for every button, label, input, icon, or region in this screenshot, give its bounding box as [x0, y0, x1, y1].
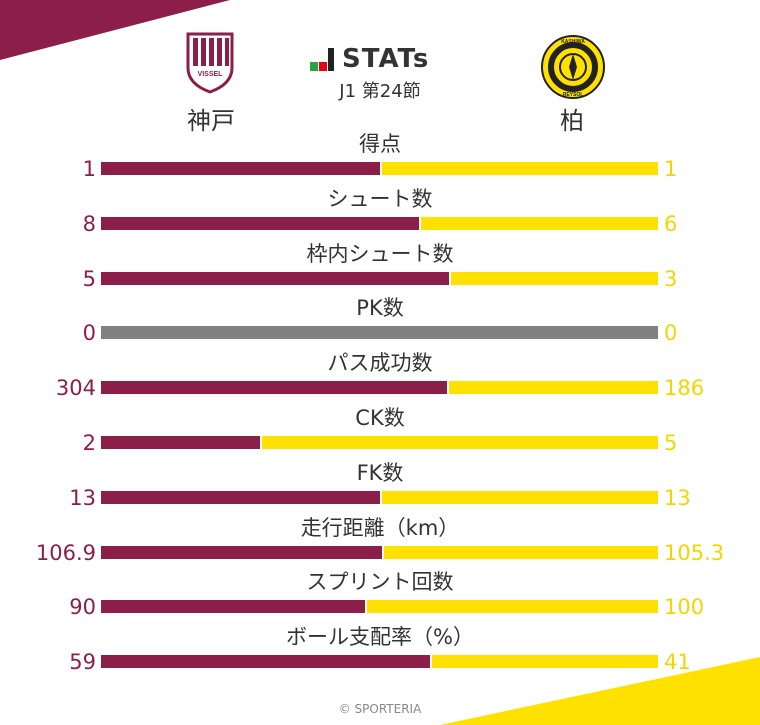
- stat-row: パス成功数 304 186: [0, 351, 760, 406]
- stat-bar: [101, 162, 658, 175]
- stat-bar: [101, 381, 658, 395]
- away-value: 0: [664, 321, 678, 346]
- stats-title: STATs: [342, 44, 430, 74]
- home-value: 90: [69, 595, 96, 620]
- stat-row: CK数 2 5: [0, 406, 760, 461]
- stat-bar: [101, 271, 658, 285]
- stat-row: シュート数 8 6: [0, 187, 760, 242]
- stat-label: 走行距離（km）: [300, 515, 460, 540]
- away-value: 5: [664, 431, 678, 455]
- stat-label: パス成功数: [327, 351, 433, 376]
- vissel-kobe-logo: VISSEL: [186, 32, 234, 94]
- away-bar-segment: [451, 271, 658, 285]
- home-value: 8: [82, 211, 96, 236]
- stat-row: PK数 0 0: [0, 296, 760, 351]
- stat-row: 走行距離（km） 106.9 105.3: [0, 516, 760, 571]
- stat-row: 得点 1 1: [0, 132, 760, 187]
- stat-label: 枠内シュート数: [306, 241, 454, 266]
- stat-bar: [101, 326, 658, 340]
- away-bar-segment: [383, 545, 658, 559]
- bar-divider: [449, 271, 452, 285]
- home-bar-segment: [101, 655, 430, 669]
- away-bar-segment: [421, 216, 658, 230]
- stat-row: 枠内シュート数 5 3: [0, 242, 760, 297]
- svg-text:KASHIWA: KASHIWA: [561, 39, 585, 45]
- away-value: 6: [664, 211, 678, 236]
- away-value: 1: [664, 157, 678, 181]
- header: VISSEL STATs J1 第24節 KASHIWA REYSOL 神戸 柏: [0, 0, 760, 140]
- bar-divider: [429, 655, 432, 669]
- home-value: 5: [82, 266, 96, 291]
- home-bar-segment: [101, 545, 382, 559]
- stat-row: FK数 13 13: [0, 461, 760, 516]
- bar-divider: [260, 436, 263, 449]
- corner-decoration: [440, 657, 760, 725]
- bar-divider: [379, 490, 382, 504]
- home-value: 13: [69, 485, 96, 510]
- stat-label: PK数: [356, 296, 404, 321]
- home-bar-segment: [101, 381, 447, 395]
- stat-label: FK数: [356, 460, 404, 485]
- stat-bar: [101, 436, 658, 449]
- home-value: 0: [82, 321, 96, 346]
- copyright: © SPORTERIA: [338, 702, 422, 716]
- away-value: 3: [664, 266, 678, 291]
- svg-text:VISSEL: VISSEL: [198, 71, 224, 78]
- bar-divider: [419, 216, 422, 230]
- away-bar-segment: [262, 436, 658, 449]
- stat-row: ボール支配率（%） 59 41: [0, 625, 760, 680]
- j-league-icon: [310, 48, 334, 71]
- stat-row: スプリント回数 90 100: [0, 570, 760, 625]
- match-round: J1 第24節: [339, 81, 421, 102]
- home-bar-segment: [101, 436, 261, 449]
- home-bar-segment: [101, 162, 380, 175]
- home-value: 304: [55, 376, 96, 401]
- away-value: 186: [664, 376, 705, 401]
- home-value: 2: [82, 431, 96, 455]
- stat-bar: [101, 216, 658, 230]
- home-value: 106.9: [35, 540, 96, 565]
- stat-label: スプリント回数: [306, 570, 454, 595]
- away-bar-segment: [381, 490, 658, 504]
- away-bar-segment: [366, 600, 658, 614]
- away-bar-segment: [431, 655, 658, 669]
- away-bar-segment: [448, 381, 658, 395]
- away-value: 100: [664, 595, 705, 620]
- home-value: 1: [82, 157, 96, 181]
- home-bar-segment: [101, 600, 365, 614]
- stat-label: 得点: [359, 132, 401, 156]
- bar-divider: [446, 381, 449, 395]
- stat-bar: [101, 655, 658, 669]
- bar-divider: [364, 600, 367, 614]
- away-team-name: 柏: [560, 107, 584, 135]
- away-bar-segment: [381, 162, 658, 175]
- home-team-name: 神戸: [187, 107, 235, 135]
- bar-divider: [379, 162, 382, 175]
- away-value: 41: [664, 650, 691, 675]
- home-bar-segment: [101, 490, 380, 504]
- corner-decoration: [0, 0, 230, 60]
- stat-bar: [101, 490, 658, 504]
- stat-label: ボール支配率（%）: [286, 625, 474, 650]
- stat-label: CK数: [355, 406, 405, 430]
- svg-text:REYSOL: REYSOL: [563, 92, 584, 98]
- stats-brand: STATs: [300, 44, 460, 74]
- away-value: 105.3: [664, 540, 725, 565]
- bar-divider: [381, 545, 384, 559]
- kashiwa-reysol-logo: KASHIWA REYSOL: [541, 35, 605, 99]
- stat-label: シュート数: [327, 186, 433, 211]
- stat-bar: [101, 545, 658, 559]
- stat-bar: [101, 600, 658, 614]
- home-bar-segment: [101, 271, 450, 285]
- home-value: 59: [69, 650, 96, 675]
- home-bar-segment: [101, 216, 420, 230]
- away-value: 13: [664, 485, 691, 510]
